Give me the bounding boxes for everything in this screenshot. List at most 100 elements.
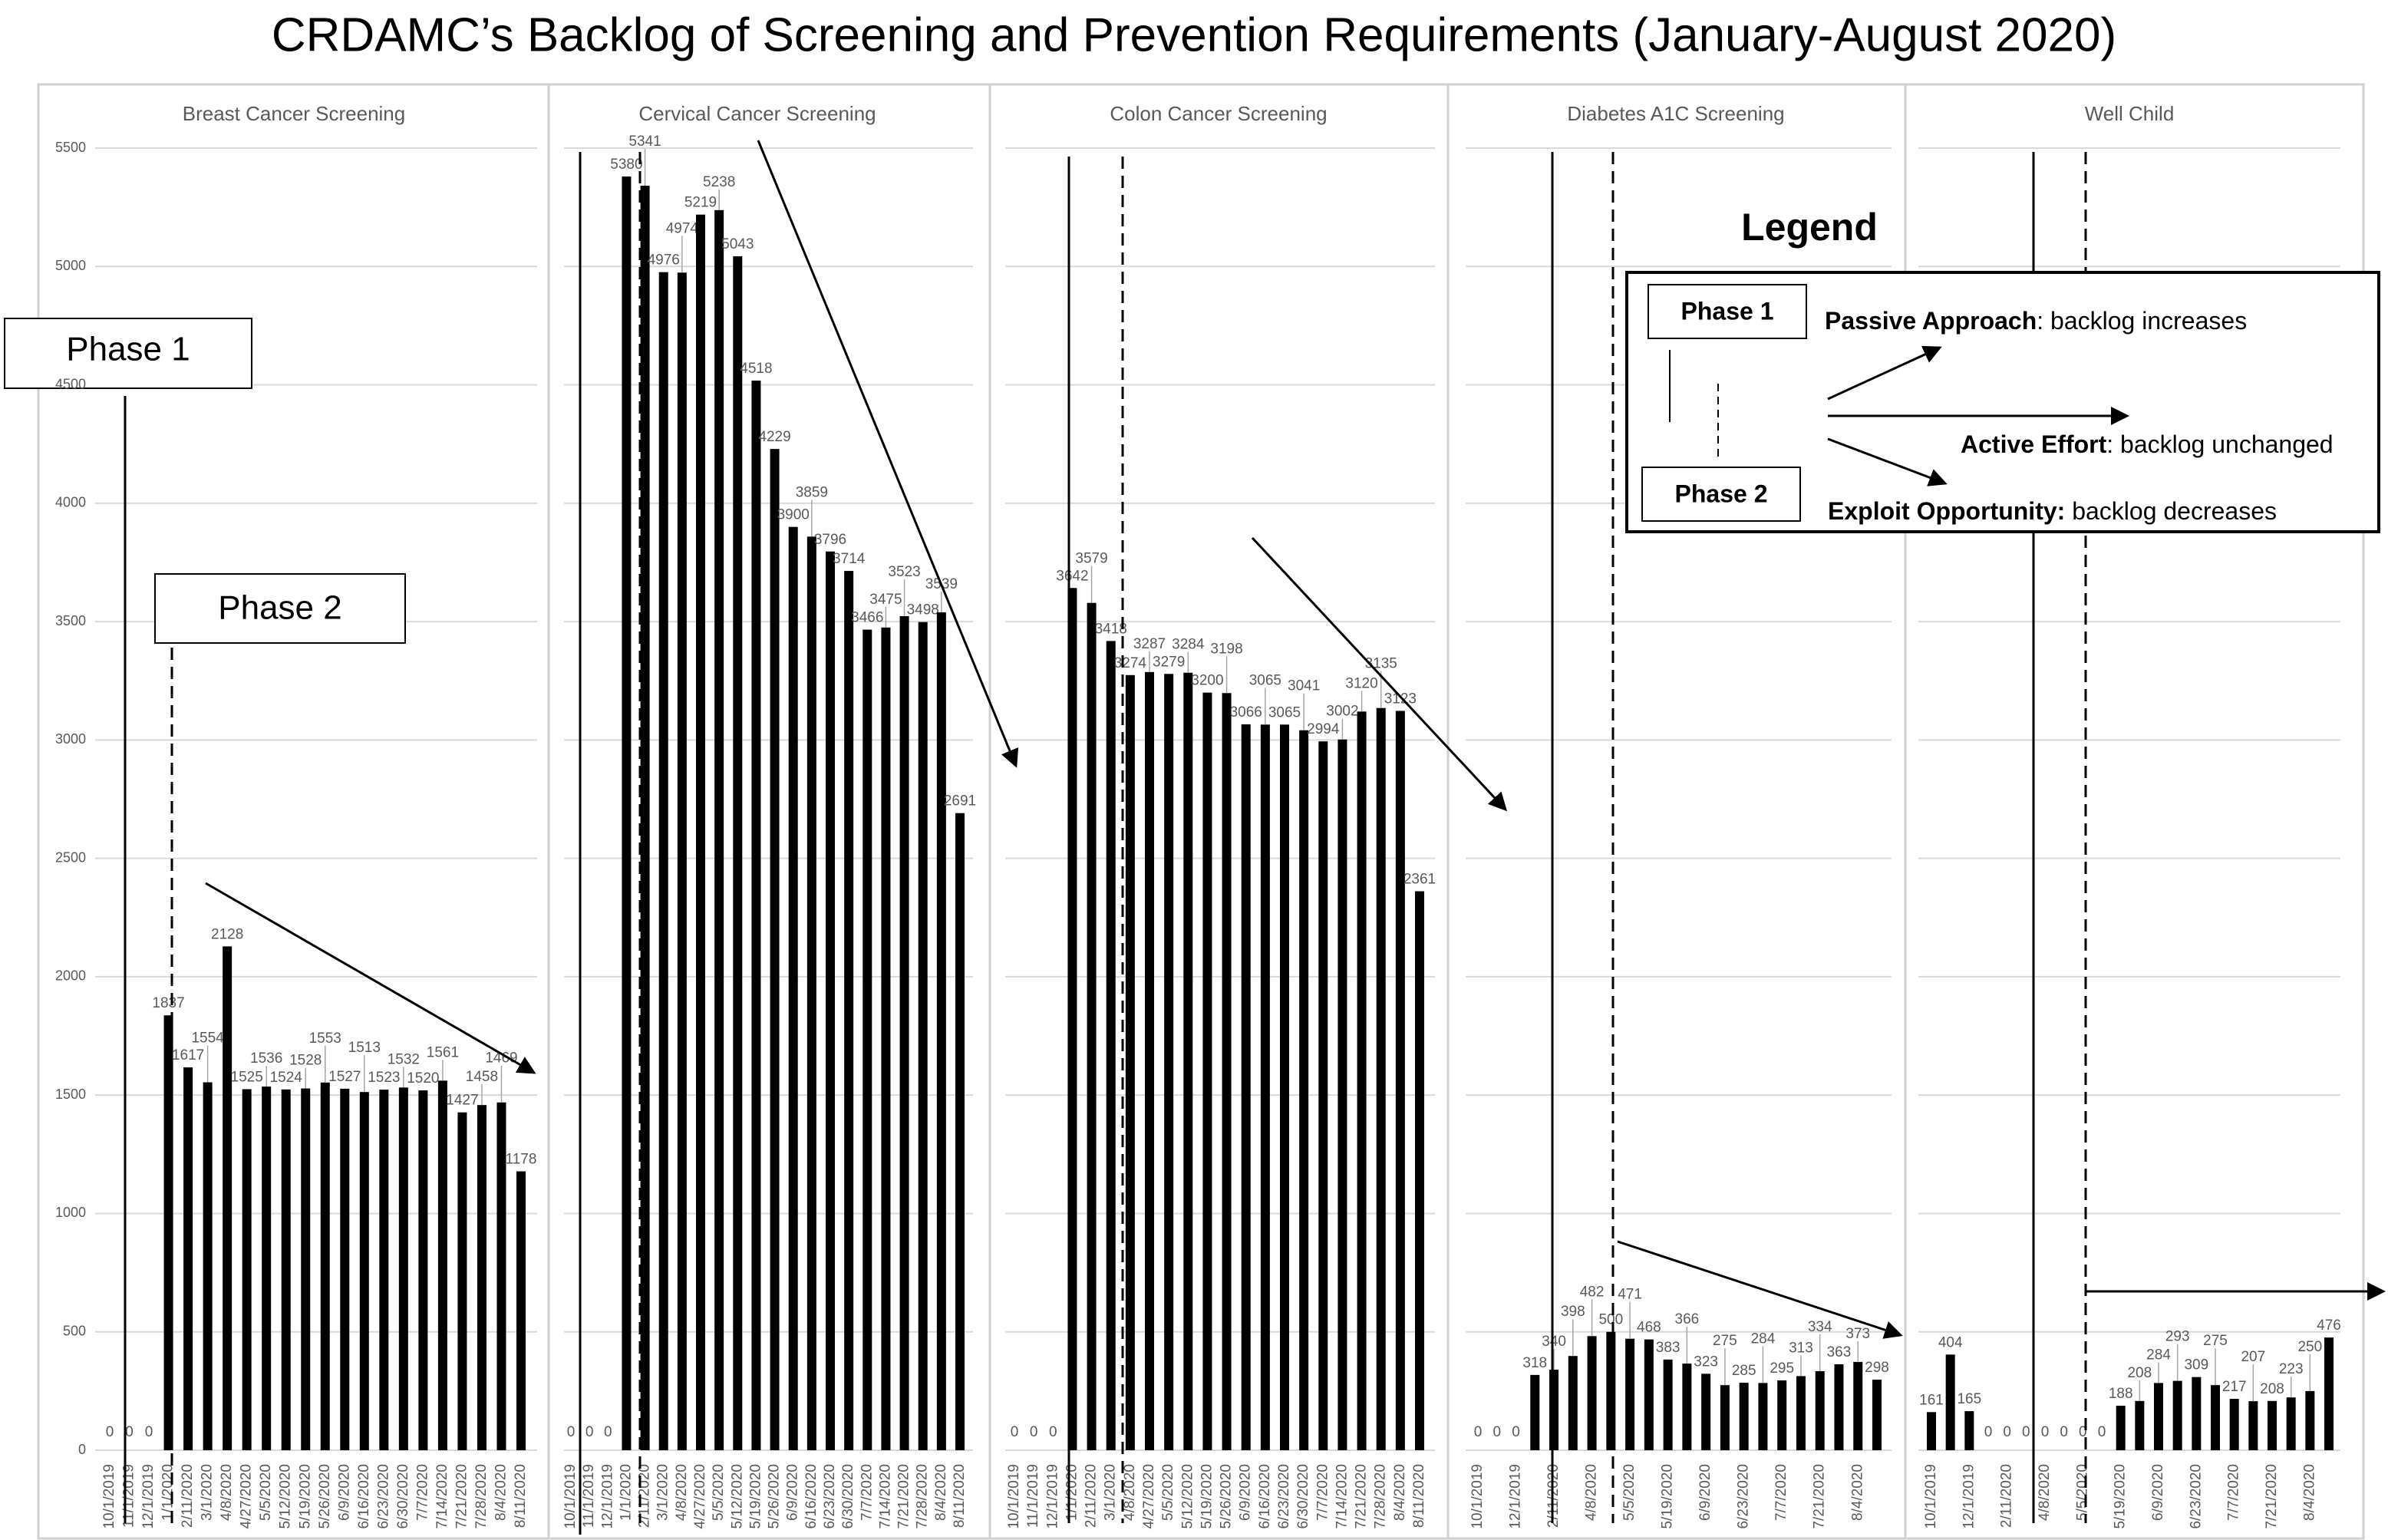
x-tick-label: 1/1/2020 bbox=[618, 1464, 634, 1521]
data-label: 3900 bbox=[777, 507, 810, 523]
data-label: 1523 bbox=[368, 1070, 400, 1086]
bar bbox=[1260, 724, 1270, 1450]
x-tick-label: 4/27/2020 bbox=[1141, 1464, 1157, 1529]
y-tick-label: 500 bbox=[63, 1323, 86, 1338]
bar bbox=[1202, 692, 1212, 1450]
data-label: 1554 bbox=[191, 1031, 224, 1047]
x-tick-label: 7/14/2020 bbox=[877, 1464, 893, 1529]
x-tick-label: 6/16/2020 bbox=[356, 1464, 372, 1529]
x-tick-label: 7/14/2020 bbox=[434, 1464, 450, 1529]
data-label: 3123 bbox=[1384, 691, 1417, 707]
data-label: 3498 bbox=[907, 602, 939, 618]
x-tick-label: 7/28/2020 bbox=[473, 1464, 490, 1529]
data-label: 3287 bbox=[1133, 636, 1166, 652]
bar bbox=[1299, 730, 1309, 1450]
panel-title: Well Child bbox=[2085, 102, 2175, 125]
bar bbox=[658, 272, 668, 1450]
bar bbox=[2268, 1400, 2277, 1450]
bar bbox=[301, 1088, 311, 1450]
bar bbox=[751, 380, 761, 1450]
phase2-label: Phase 2 bbox=[218, 589, 341, 627]
bar bbox=[2116, 1405, 2126, 1450]
data-label: 293 bbox=[2165, 1329, 2190, 1345]
x-tick-label: 5/5/2020 bbox=[1621, 1464, 1638, 1521]
x-tick-label: 8/4/2020 bbox=[1392, 1464, 1408, 1521]
data-label: 3418 bbox=[1095, 621, 1127, 637]
data-label: 208 bbox=[2127, 1365, 2152, 1381]
data-label: 3284 bbox=[1172, 637, 1205, 653]
bar bbox=[1758, 1383, 1768, 1450]
data-label: 223 bbox=[2279, 1361, 2304, 1377]
data-label: 0 bbox=[145, 1424, 153, 1440]
data-label: 0 bbox=[1512, 1424, 1520, 1440]
x-tick-label: 7/21/2020 bbox=[1812, 1464, 1828, 1529]
data-label: 1427 bbox=[446, 1093, 478, 1109]
bar bbox=[1739, 1383, 1749, 1450]
x-tick-label: 2/11/2020 bbox=[180, 1464, 196, 1528]
data-label: 0 bbox=[2041, 1424, 2050, 1440]
legend-phase2-label: Phase 2 bbox=[1675, 480, 1768, 507]
data-label: 0 bbox=[1011, 1424, 1019, 1440]
panel-title: Cervical Cancer Screening bbox=[638, 102, 876, 125]
x-tick-label: 4/8/2020 bbox=[219, 1464, 235, 1521]
data-label: 1553 bbox=[309, 1031, 341, 1047]
x-tick-label: 6/30/2020 bbox=[395, 1464, 411, 1529]
data-label: 2128 bbox=[211, 926, 243, 942]
bar bbox=[418, 1090, 428, 1450]
x-tick-label: 5/26/2020 bbox=[1219, 1464, 1235, 1529]
x-tick-label: 6/30/2020 bbox=[1295, 1464, 1311, 1529]
data-label: 1528 bbox=[289, 1053, 322, 1069]
data-label: 5341 bbox=[628, 134, 661, 150]
x-tick-label: 5/5/2020 bbox=[1160, 1464, 1176, 1521]
x-tick-label: 6/23/2020 bbox=[1276, 1464, 1292, 1529]
legend-exploit: Exploit Opportunity: backlog decreases bbox=[1828, 497, 2277, 525]
x-tick-label: 8/4/2020 bbox=[1849, 1464, 1865, 1521]
bar bbox=[437, 1080, 447, 1450]
x-tick-label: 11/1/2019 bbox=[1025, 1464, 1041, 1528]
x-tick-label: 5/26/2020 bbox=[767, 1464, 783, 1529]
bar bbox=[1701, 1373, 1711, 1450]
data-label: 1525 bbox=[231, 1069, 263, 1085]
x-tick-label: 5/5/2020 bbox=[2074, 1464, 2090, 1521]
x-tick-label: 7/28/2020 bbox=[915, 1464, 931, 1529]
x-tick-label: 3/1/2020 bbox=[1103, 1464, 1119, 1521]
data-label: 1617 bbox=[172, 1047, 204, 1063]
chart-frame bbox=[37, 83, 2365, 1540]
bar bbox=[1415, 891, 1424, 1450]
data-label: 3642 bbox=[1056, 568, 1088, 584]
x-tick-label: 4/27/2020 bbox=[239, 1464, 255, 1529]
data-label: 318 bbox=[1522, 1355, 1547, 1371]
x-tick-label: 6/9/2020 bbox=[1238, 1464, 1254, 1521]
data-label: 3579 bbox=[1075, 551, 1107, 567]
data-label: 3065 bbox=[1268, 704, 1301, 721]
bar bbox=[223, 946, 233, 1450]
bar bbox=[1927, 1412, 1936, 1450]
bar bbox=[677, 272, 687, 1450]
x-tick-label: 12/1/2019 bbox=[1961, 1464, 1977, 1529]
data-label: 340 bbox=[1542, 1334, 1566, 1350]
y-tick-label: 5000 bbox=[55, 258, 86, 273]
y-tick-label: 4000 bbox=[55, 495, 86, 510]
x-tick-label: 1/1/2020 bbox=[1064, 1464, 1080, 1521]
data-label: 3796 bbox=[814, 532, 846, 548]
y-tick-label: 1000 bbox=[55, 1205, 86, 1220]
bar bbox=[1337, 739, 1347, 1450]
data-label: 1469 bbox=[485, 1050, 517, 1067]
data-label: 1520 bbox=[407, 1070, 439, 1087]
x-tick-label: 12/1/2019 bbox=[1508, 1464, 1524, 1529]
y-tick-label: 4500 bbox=[55, 376, 86, 391]
legend-passive-rest: : backlog increases bbox=[2037, 307, 2247, 335]
bar bbox=[863, 629, 872, 1450]
x-tick-label: 10/1/2019 bbox=[562, 1464, 579, 1529]
bar bbox=[242, 1089, 252, 1450]
trend-arrow bbox=[757, 140, 1019, 768]
bar bbox=[379, 1090, 389, 1450]
x-tick-label: 10/1/2019 bbox=[101, 1464, 117, 1529]
bar bbox=[714, 209, 724, 1451]
y-tick-label: 5500 bbox=[55, 140, 86, 155]
legend-arrow-down bbox=[1827, 437, 1948, 486]
x-tick-label: 5/5/2020 bbox=[711, 1464, 727, 1521]
y-tick-label: 2500 bbox=[55, 849, 86, 865]
x-tick-label: 4/8/2020 bbox=[2037, 1464, 2053, 1521]
